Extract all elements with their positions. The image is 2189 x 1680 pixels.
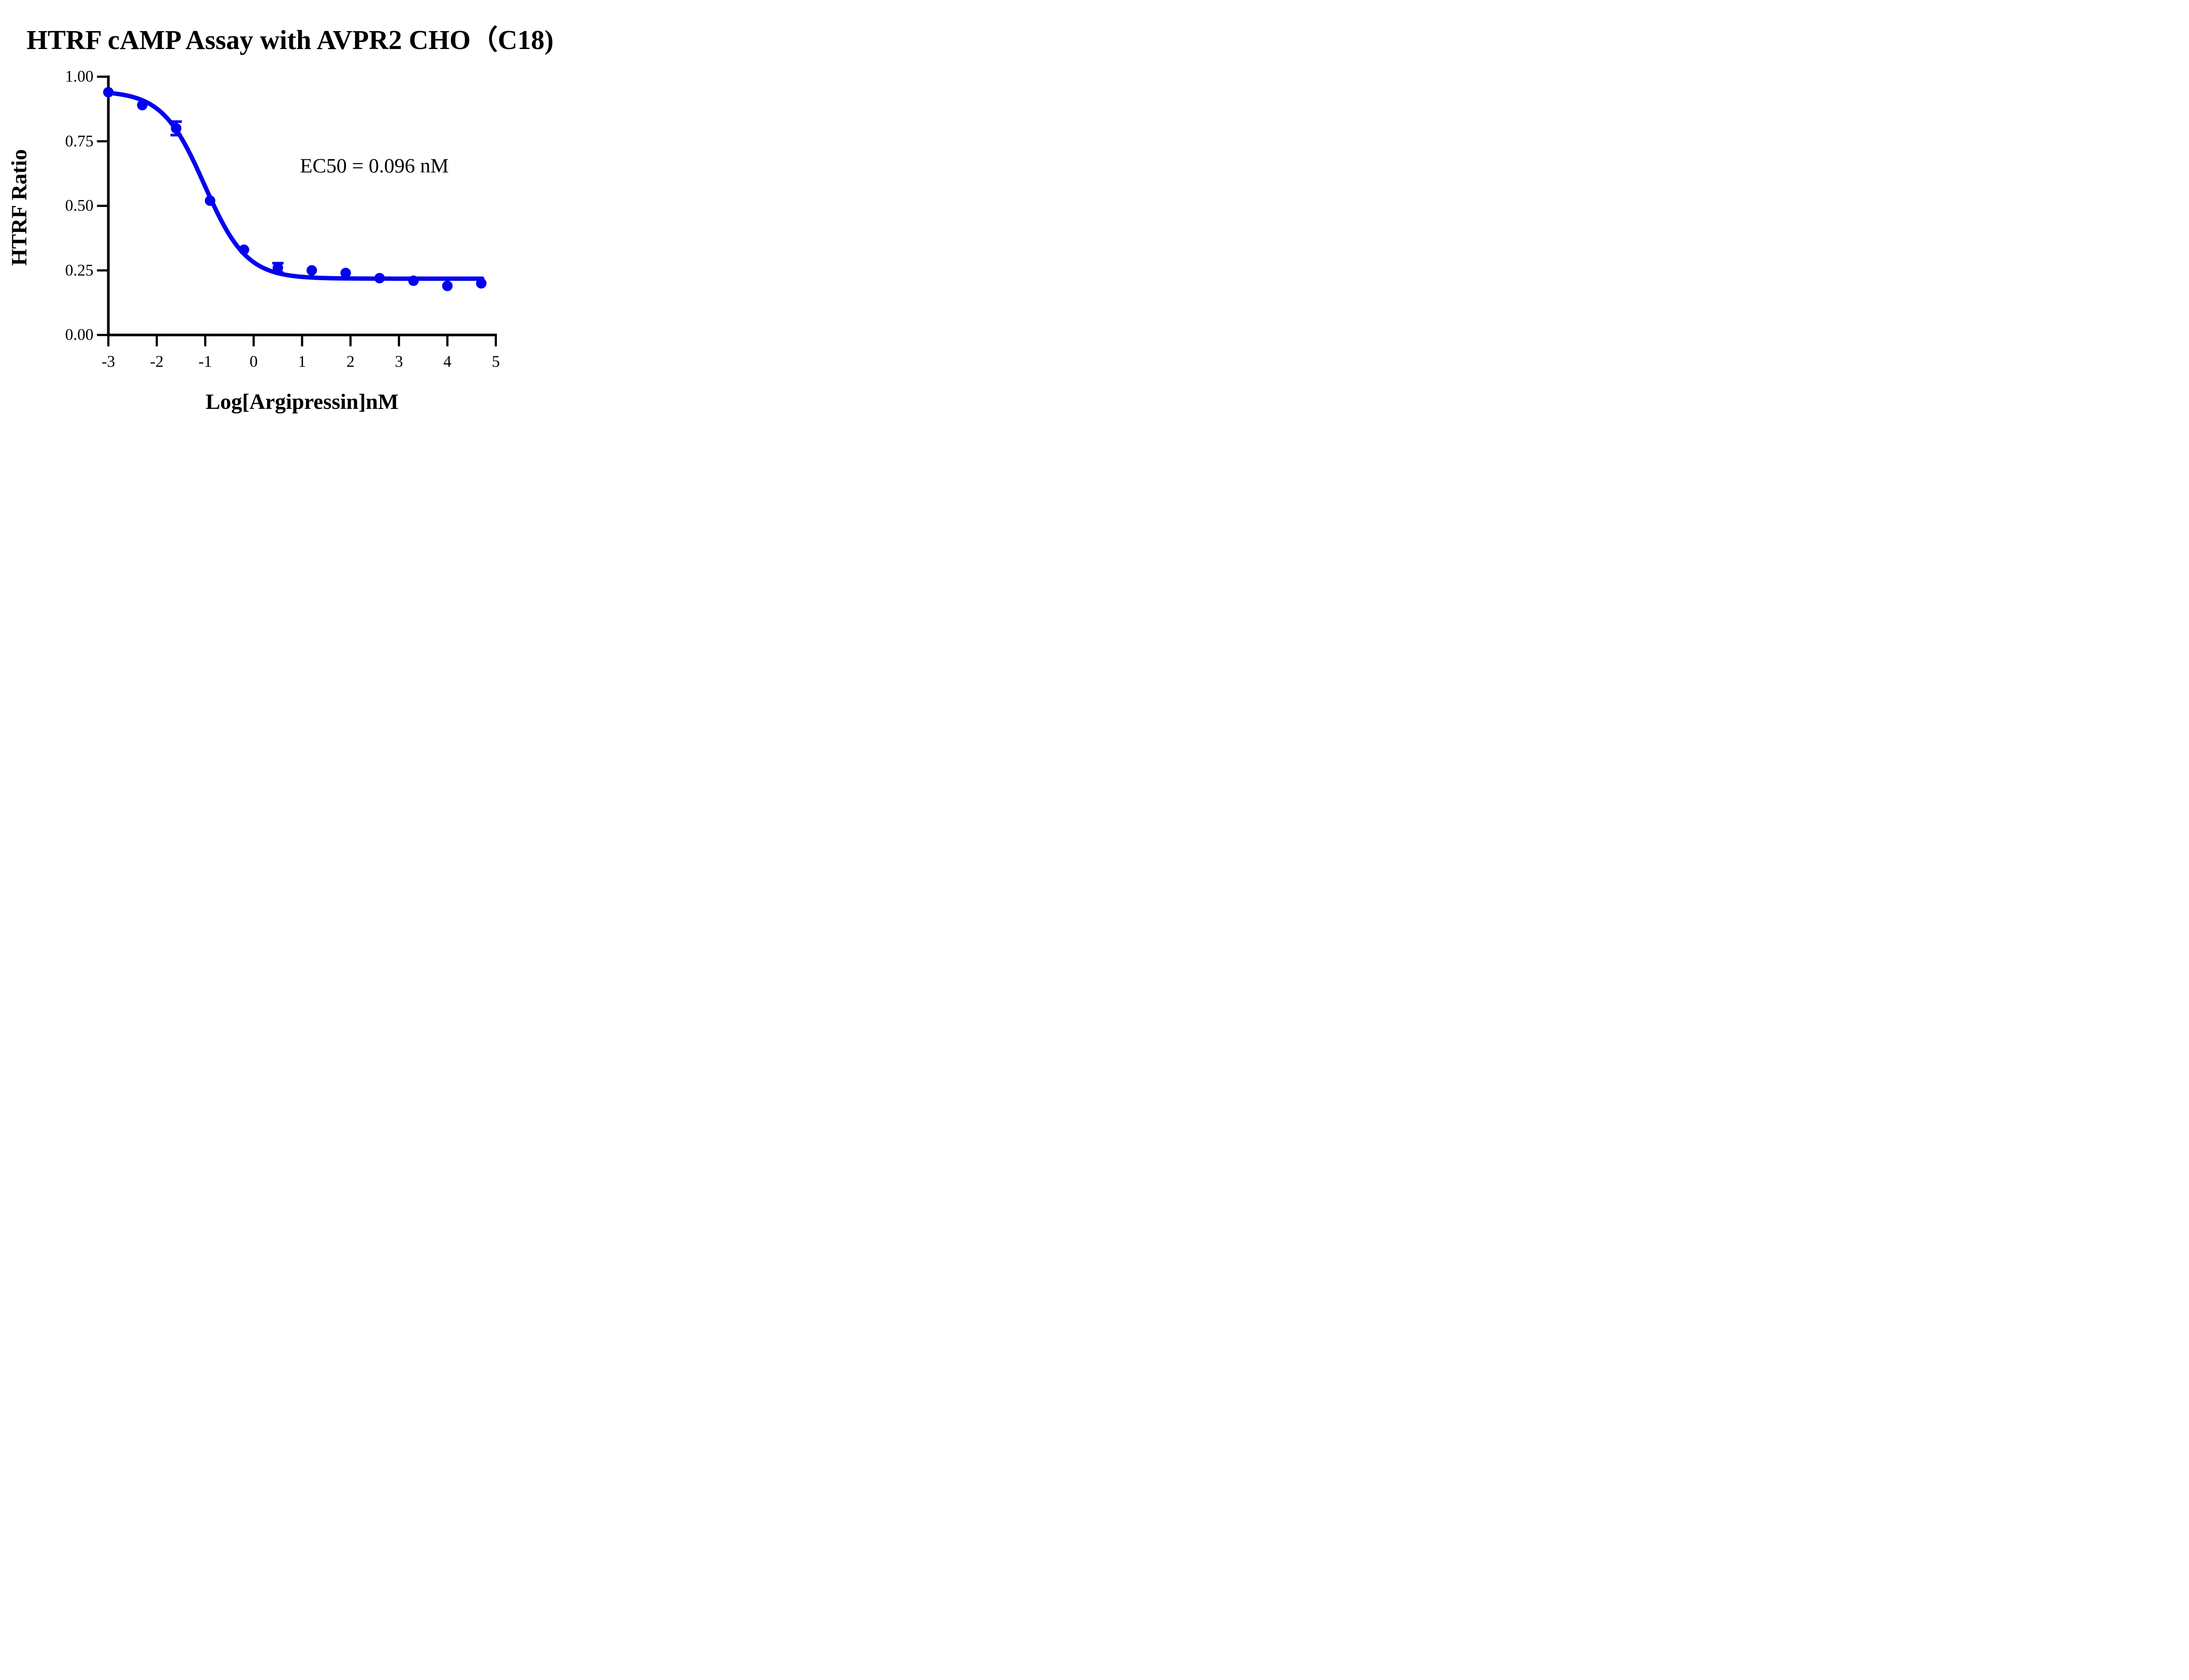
data-points [103,87,487,292]
x-tick-label: 1 [298,353,306,371]
data-point [171,123,182,134]
data-point [204,195,215,206]
data-point [137,100,148,111]
data-point [340,267,351,278]
data-point [306,265,317,276]
data-point [239,244,250,255]
x-tick-label: 4 [443,353,452,371]
x-tick-label: 2 [346,353,355,371]
data-point [103,87,114,98]
x-tick-label: -2 [150,353,164,371]
dose-response-figure: HTRF cAMP Assay with AVPR2 CHO（C18) HTRF… [0,0,580,420]
data-point [272,262,283,273]
x-tick-label: -1 [198,353,212,371]
fit-curve-path [106,91,485,281]
data-point [476,278,487,289]
y-tick-label: 0.50 [65,197,94,215]
data-point [408,275,419,286]
x-tick-label: -3 [102,353,115,371]
data-point [374,273,385,284]
x-tick-label: 5 [492,353,500,371]
x-tick-label: 0 [250,353,258,371]
y-tick-label: 0.00 [65,326,94,344]
ec50-annotation: EC50 = 0.096 nM [300,155,449,177]
y-tick-label: 0.75 [65,132,94,151]
y-tick-label: 0.25 [65,261,94,280]
axes-layer [97,75,497,347]
x-axis-title: Log[Argipressin]nM [205,389,399,414]
x-tick-label: 3 [395,353,403,371]
y-tick-label: 1.00 [65,67,94,86]
fit-curve [106,91,485,281]
plot-area [97,75,497,347]
data-point [442,281,453,292]
chart-title: HTRF cAMP Assay with AVPR2 CHO（C18) [26,25,554,55]
